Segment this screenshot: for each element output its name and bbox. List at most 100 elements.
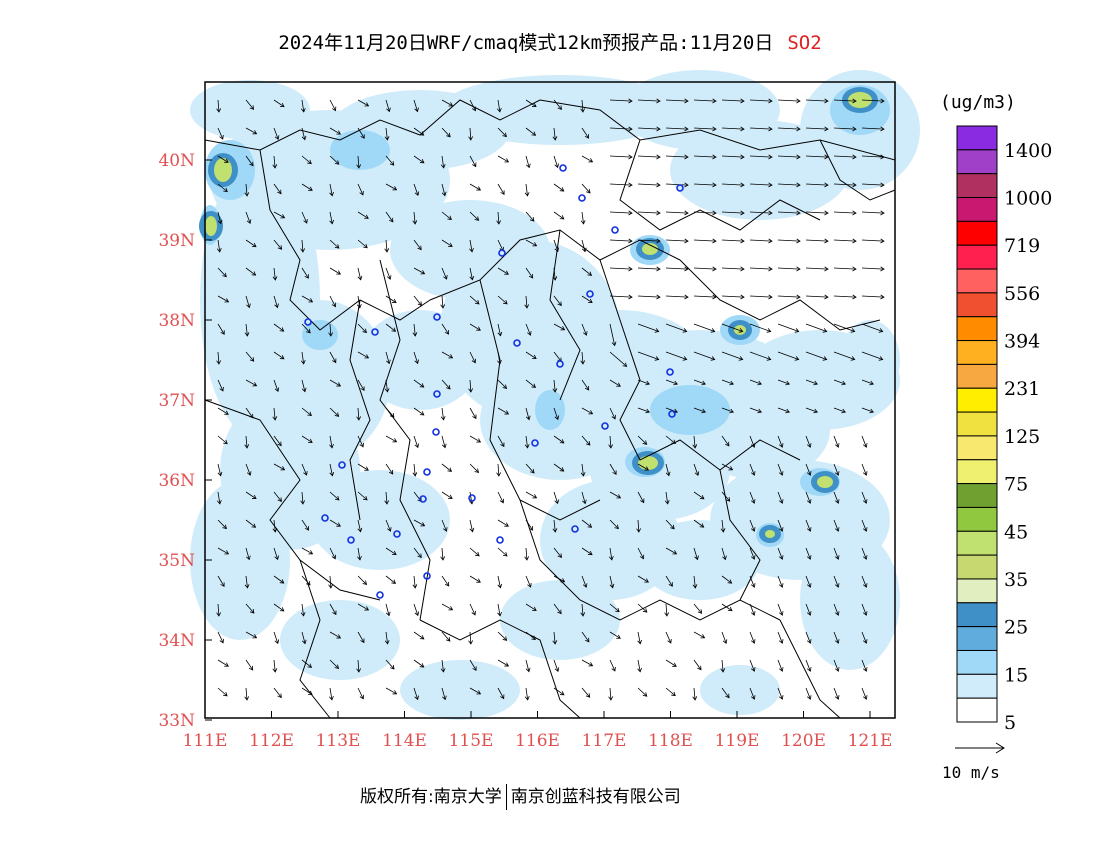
wind-arrowhead (672, 550, 678, 555)
wind-vector (497, 127, 507, 137)
legend-swatch (956, 697, 998, 723)
wind-arrowhead (616, 494, 622, 499)
wind-arrowhead (656, 238, 661, 244)
wind-arrowhead (336, 634, 342, 639)
wind-arrowhead (279, 354, 285, 360)
wind-arrowhead (440, 416, 446, 421)
wind-arrowhead (531, 131, 537, 136)
wind-vector (301, 463, 307, 476)
wind-vector (441, 687, 446, 700)
wind-vector (385, 407, 395, 418)
wind-arrowhead (834, 471, 840, 476)
wind-arrowhead (252, 634, 258, 639)
wind-arrowhead (524, 696, 530, 701)
wind-arrowhead (356, 164, 362, 169)
wind-arrowhead (852, 98, 857, 104)
wind-arrowhead (834, 583, 840, 588)
wind-vector (609, 631, 621, 639)
wind-reference-arrow-icon (955, 742, 1005, 754)
wind-vector (357, 519, 361, 532)
wind-vector (441, 211, 452, 220)
wind-arrowhead (750, 667, 756, 672)
wind-arrowhead (862, 667, 868, 672)
wind-vector (357, 379, 365, 391)
wind-vector (273, 211, 285, 219)
wind-vector (637, 155, 660, 158)
city-marker (338, 461, 346, 469)
wind-arrowhead (440, 164, 446, 169)
wind-arrowhead (391, 298, 397, 304)
wind-vector (357, 267, 362, 280)
wind-arrowhead (329, 695, 334, 701)
wind-vector (525, 267, 534, 279)
wind-arrowhead (216, 499, 222, 505)
wind-vector (805, 323, 827, 332)
wind-vector (665, 687, 676, 696)
wind-vector (525, 603, 537, 611)
wind-vector (833, 267, 856, 270)
wind-arrowhead (274, 387, 280, 393)
wind-vector (273, 267, 276, 280)
shading-level-15 (535, 390, 565, 430)
wind-vector (609, 99, 632, 102)
wind-arrowhead (248, 665, 254, 671)
wind-vector (553, 267, 556, 280)
wind-vector (497, 547, 508, 557)
wind-vector (217, 659, 229, 667)
wind-vector (441, 631, 451, 642)
wind-vector (581, 575, 587, 588)
wind-arrowhead (665, 471, 671, 477)
wind-arrowhead (637, 667, 642, 673)
wind-arrowhead (728, 466, 734, 471)
wind-arrowhead (280, 466, 286, 471)
wind-vector (497, 659, 509, 667)
lon-tick-label: 120E (781, 731, 826, 751)
wind-arrowhead (441, 443, 447, 449)
wind-vector (637, 295, 660, 298)
wind-vector (413, 183, 419, 196)
wind-arrowhead (364, 606, 370, 611)
wind-vector (301, 519, 309, 531)
wind-arrowhead (587, 271, 593, 276)
wind-vector (805, 295, 828, 298)
wind-vector (861, 379, 874, 385)
color-legend: 1400 1000 719 556 394 231 125 75 45 35 25 15 5 (956, 125, 1052, 734)
wind-arrowhead (474, 468, 480, 474)
wind-arrowhead (740, 294, 745, 300)
wind-arrowhead (246, 303, 251, 309)
wind-arrowhead (559, 690, 565, 696)
wind-arrowhead (580, 220, 586, 225)
legend-label: 556 (1004, 283, 1040, 305)
wind-vector (357, 659, 360, 672)
wind-vector (749, 407, 762, 413)
lon-tick-label: 111E (183, 731, 228, 751)
wind-vector (525, 211, 535, 222)
wind-vector (385, 491, 388, 504)
wind-vector (301, 687, 313, 695)
wind-vector (581, 603, 584, 616)
wind-vector (525, 183, 528, 196)
wind-vector (469, 603, 476, 616)
wind-vector (665, 379, 678, 385)
wind-vector (665, 519, 675, 530)
wind-vector (525, 435, 528, 448)
wind-vector (833, 631, 839, 644)
wind-vector (833, 295, 856, 298)
wind-vector (301, 295, 313, 303)
wind-vector (441, 407, 444, 420)
wind-vector (413, 155, 425, 164)
wind-arrowhead (364, 354, 370, 359)
wind-arrowhead (216, 108, 222, 113)
wind-vector (469, 575, 481, 583)
wind-arrowhead (419, 411, 425, 416)
wind-vector (581, 435, 591, 446)
wind-arrowhead (414, 359, 419, 365)
city-marker (321, 514, 329, 522)
wind-arrowhead (223, 187, 228, 193)
wind-arrowhead (585, 693, 591, 698)
wind-arrowhead (766, 328, 772, 333)
wind-arrowhead (880, 266, 885, 272)
wind-arrowhead (710, 328, 716, 333)
wind-arrowhead (637, 639, 643, 645)
wind-arrowhead (880, 182, 885, 188)
